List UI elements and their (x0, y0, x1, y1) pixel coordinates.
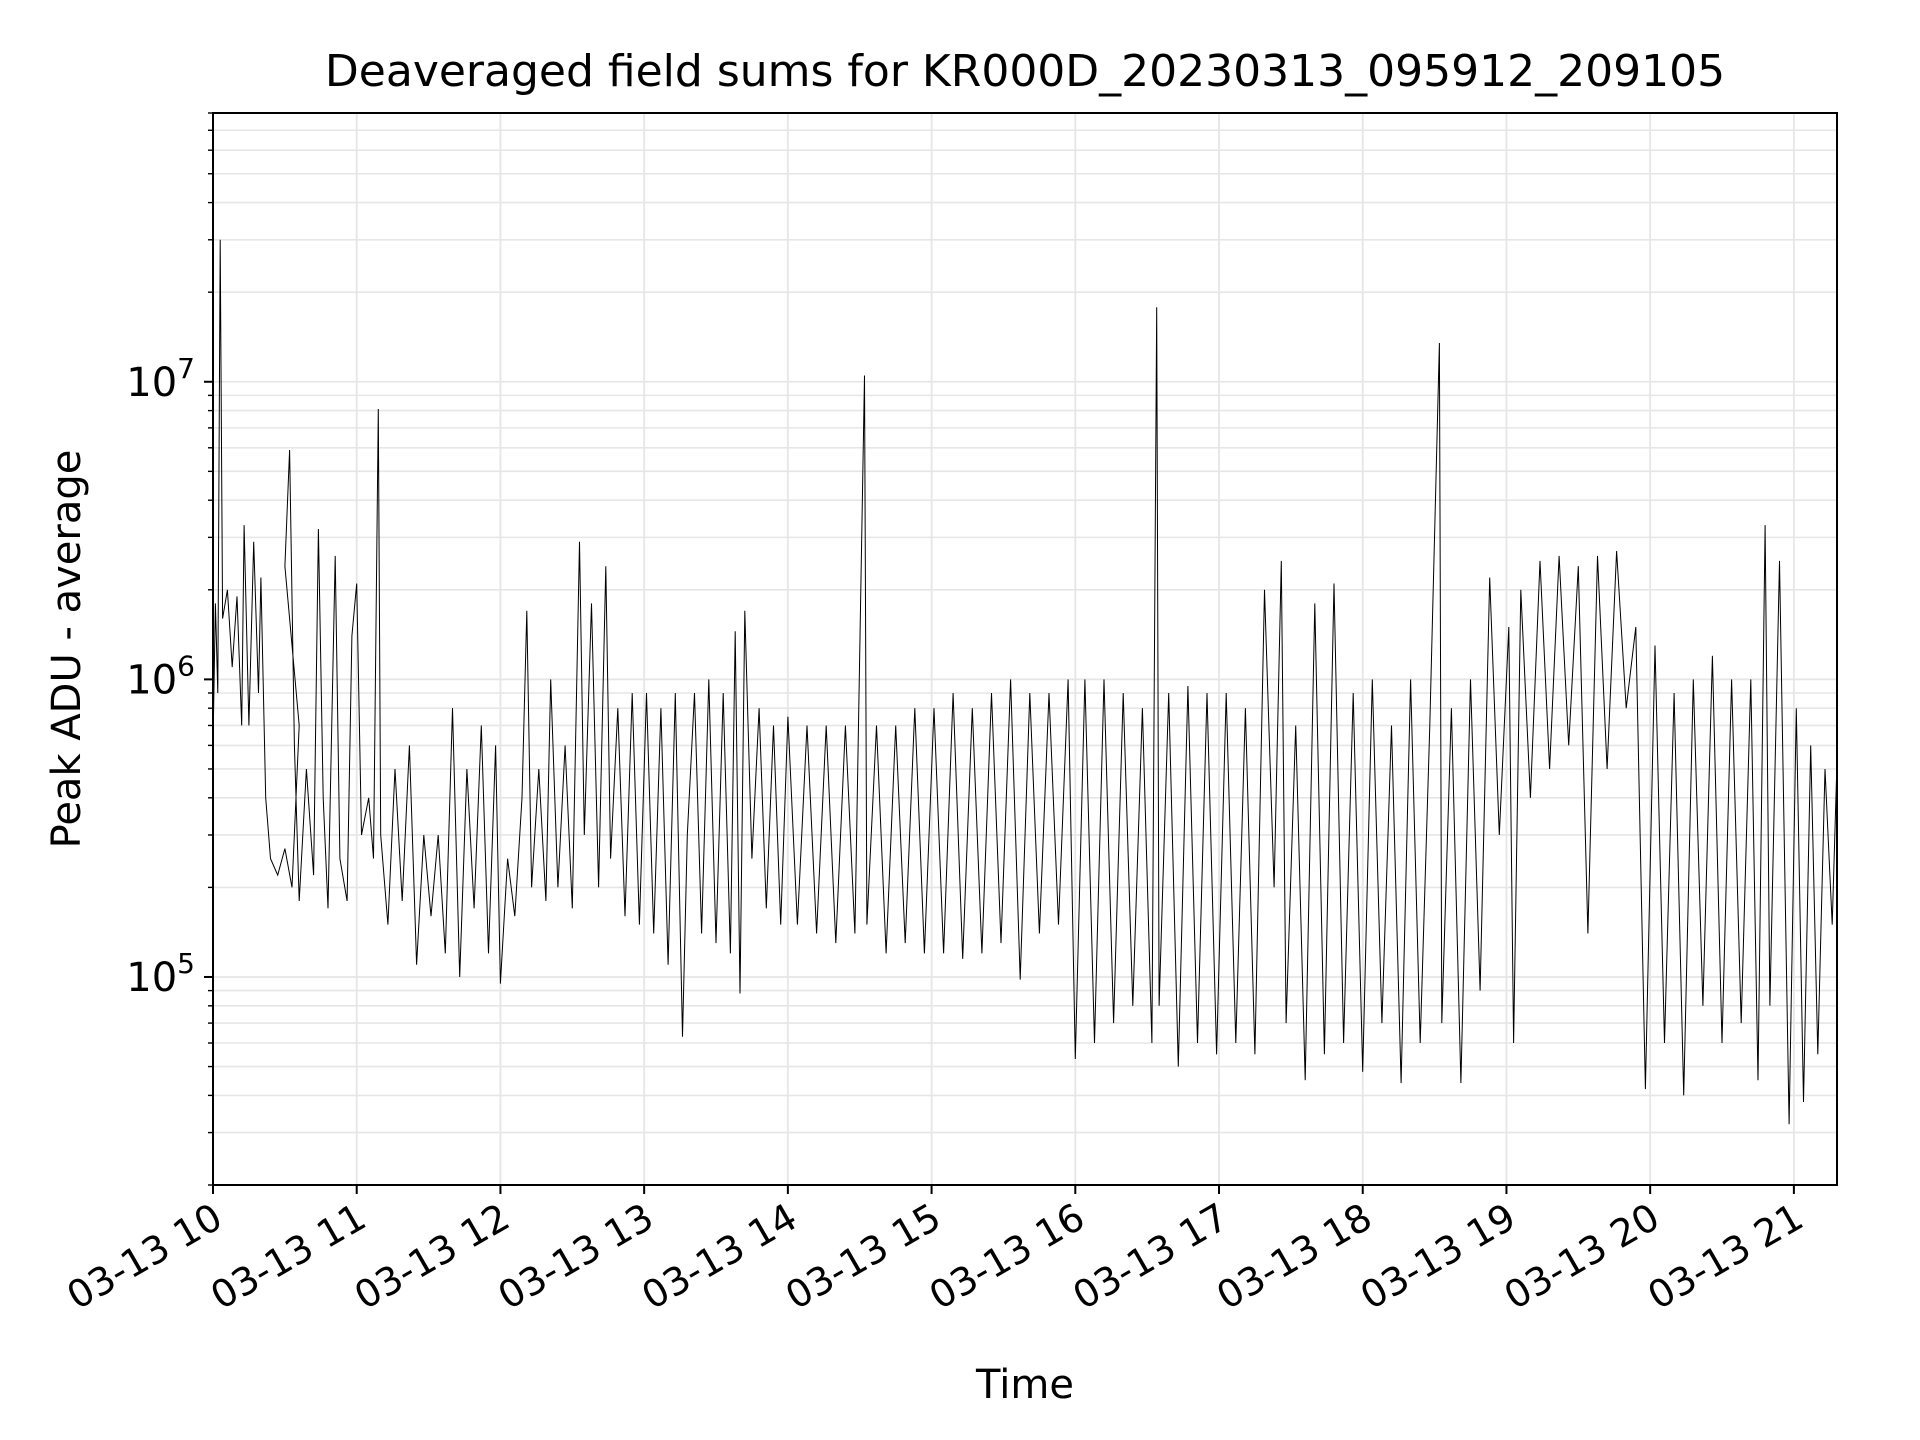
chart-title: Deaveraged field sums for KR000D_2023031… (325, 46, 1725, 97)
x-axis-label: Time (975, 1362, 1074, 1408)
data-line-layer (213, 239, 1837, 1125)
series-line (213, 239, 1837, 1125)
y-tick-label: 106 (126, 649, 195, 703)
y-tick-label-base: 10 (126, 360, 177, 406)
y-tick-label-base: 10 (126, 657, 177, 703)
axes-frame (212, 112, 1838, 1186)
y-tick-label-exponent: 6 (177, 649, 195, 682)
y-tick-label-exponent: 7 (177, 352, 195, 385)
y-tick-label: 105 (126, 947, 195, 1001)
y-tick-label-base: 10 (126, 955, 177, 1001)
grid-layer (212, 112, 1837, 1186)
y-axis-label: Peak ADU - average (44, 450, 90, 849)
y-tick-label-exponent: 5 (177, 947, 195, 980)
y-tick-label: 107 (126, 352, 195, 406)
